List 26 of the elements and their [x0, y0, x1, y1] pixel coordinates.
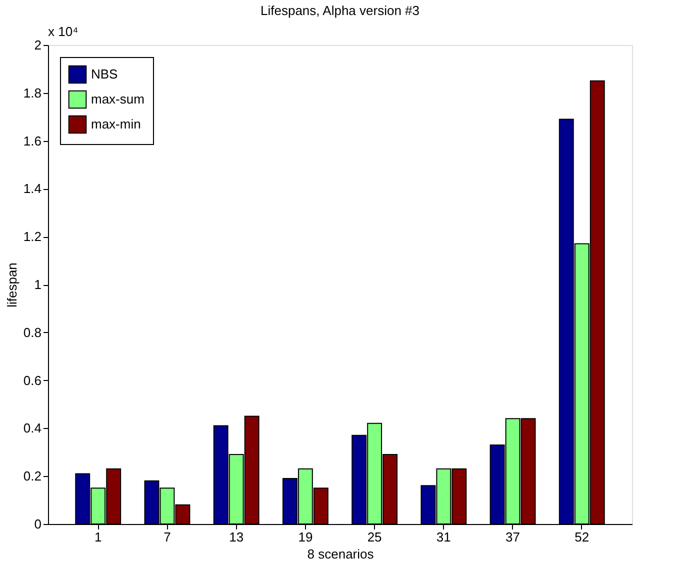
x-tick-label: 1 — [94, 530, 102, 544]
x-tick-label: 19 — [298, 530, 313, 544]
x-tick-label: 13 — [229, 530, 244, 544]
x-tick-label: 31 — [436, 530, 451, 544]
y-tick-label: 1.6 — [23, 133, 42, 148]
x-tick-label: 25 — [367, 530, 382, 544]
x-axis-title: 8 scenarios — [307, 546, 374, 562]
legend-label: max-sum — [91, 92, 144, 106]
y-tick-label: 2 — [34, 38, 42, 52]
legend-label: max-min — [91, 116, 141, 132]
y-tick-label: 1.8 — [23, 85, 42, 100]
y-tick-label: 0.4 — [23, 420, 42, 436]
y-tick-label: 1.2 — [23, 229, 42, 244]
legend-label: NBS — [91, 66, 118, 82]
y-tick-label: 0.6 — [23, 372, 42, 388]
y-axis-title: lifespan — [4, 262, 20, 308]
x-tick-label: 37 — [506, 530, 520, 544]
x-tick-label: 7 — [164, 530, 171, 544]
x-tick-label: 52 — [574, 530, 590, 544]
y-tick-label: 1 — [34, 277, 42, 292]
y-tick-label: 0.2 — [23, 468, 42, 484]
y-tick-label: 0 — [34, 516, 42, 532]
chart-title: Lifespans, Alpha version #3 — [260, 3, 420, 18]
y-tick-label: 0.8 — [23, 324, 42, 340]
y-tick-label: 1.4 — [23, 181, 42, 196]
text: x 10⁴ — [48, 24, 78, 39]
